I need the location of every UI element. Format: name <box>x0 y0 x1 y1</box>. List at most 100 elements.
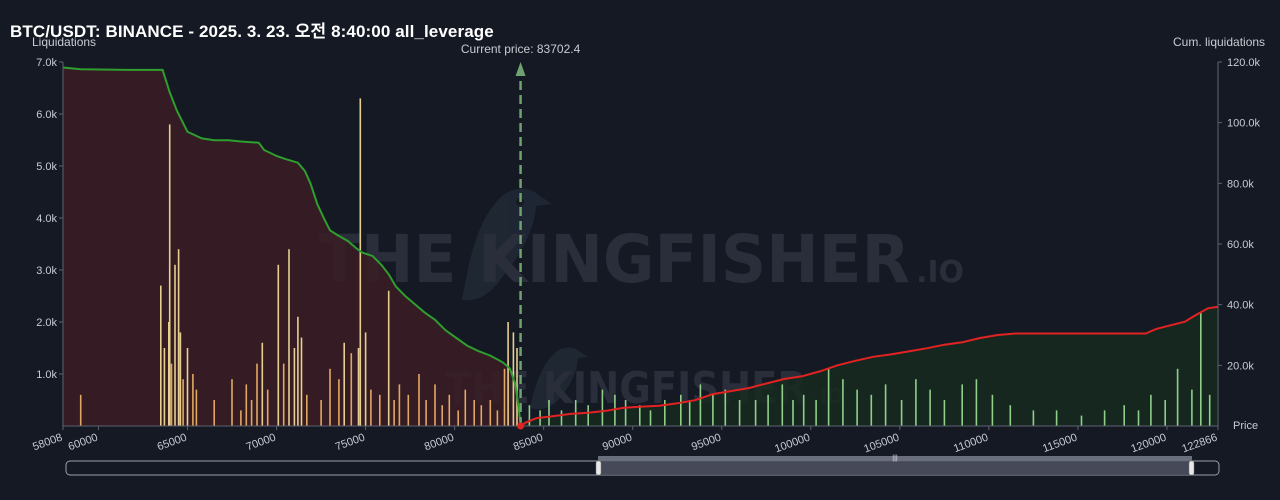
long-liquidation-bar <box>379 394 381 426</box>
long-cum-area <box>63 67 521 426</box>
short-liquidation-bar <box>699 384 702 426</box>
short-liquidation-bar <box>929 389 931 426</box>
short-liquidation-bar <box>1080 415 1083 426</box>
short-liquidation-bar <box>639 405 641 426</box>
short-liquidation-bar <box>915 379 917 426</box>
long-liquidation-bar <box>277 264 280 426</box>
x-tick-label: 65000 <box>156 432 189 454</box>
long-liquidation-bar <box>357 348 360 426</box>
short-liquidation-bar <box>724 389 727 426</box>
left-tick-label: 2.0k <box>36 317 57 329</box>
long-liquidation-bar <box>192 374 194 426</box>
short-liquidation-bar <box>1009 405 1012 426</box>
short-liquidation-bar <box>1200 311 1202 426</box>
short-liquidation-bar <box>792 400 794 426</box>
long-liquidation-bar <box>168 322 170 426</box>
left-tick-label: 3.0k <box>36 265 57 277</box>
x-tick-label: 90000 <box>601 432 634 454</box>
chart-title: BTC/USDT: BINANCE - 2025. 3. 23. 오전 8:40… <box>10 22 494 41</box>
short-liquidation-bar <box>1208 394 1211 426</box>
right-tick-label: 20.0k <box>1227 360 1254 372</box>
long-liquidation-bar <box>359 98 362 427</box>
short-liquidation-bar <box>975 379 978 426</box>
short-cum-line <box>520 305 1219 427</box>
long-liquidation-bar <box>398 384 401 426</box>
scrollbar-handle-left[interactable] <box>595 460 602 476</box>
right-tick-label: 120.0k <box>1227 57 1261 69</box>
short-liquidation-bar <box>802 394 805 426</box>
long-liquidation-bar <box>195 389 198 426</box>
long-liquidation-bar <box>425 400 427 426</box>
x-axis-title: Price <box>1233 420 1258 432</box>
long-liquidation-bar <box>350 353 353 426</box>
watermark-brand-top: THE KINGFISHER <box>318 221 910 298</box>
short-liquidation-bar <box>601 389 604 426</box>
short-liquidation-bar <box>884 384 887 426</box>
scrollbar-selection-top <box>598 456 1192 461</box>
x-tick-label: 85000 <box>512 432 545 454</box>
long-liquidation-bar <box>170 363 173 426</box>
short-liquidation-bar <box>528 405 531 426</box>
short-liquidation-bar <box>664 400 666 426</box>
left-axis-title: Liquidations <box>32 35 97 49</box>
short-liquidation-bar <box>961 384 963 426</box>
x-tick-label: 95000 <box>690 432 723 454</box>
long-liquidation-bar <box>370 389 372 426</box>
short-liquidation-bar <box>754 400 757 426</box>
long-liquidation-bar <box>79 394 82 426</box>
long-liquidation-bar <box>393 400 395 426</box>
range-scrollbar[interactable]: ||| <box>65 455 1220 476</box>
x-tick-label: 105000 <box>862 432 901 456</box>
scrollbar-grip-icon[interactable]: ||| <box>892 455 898 462</box>
short-liquidation-bar <box>738 400 741 426</box>
long-liquidation-bar <box>186 348 189 426</box>
long-liquidation-bar <box>297 316 299 426</box>
long-liquidation-bar <box>182 379 184 426</box>
long-liquidation-bar <box>457 410 459 426</box>
short-liquidation-bar <box>688 400 691 426</box>
long-liquidation-bar <box>250 400 253 426</box>
short-liquidation-bar <box>548 400 550 426</box>
short-liquidation-bar <box>1191 389 1193 426</box>
left-tick-label: 5.0k <box>36 161 57 173</box>
right-tick-label: 40.0k <box>1227 300 1254 312</box>
long-liquidation-bar <box>448 394 451 426</box>
short-liquidation-bar <box>680 394 682 426</box>
x-tick-label: 115000 <box>1041 432 1079 456</box>
short-liquidation-bar <box>1176 368 1179 426</box>
long-liquidation-bar <box>261 342 264 426</box>
short-liquidation-bar <box>943 400 946 426</box>
long-liquidation-bar <box>507 322 509 426</box>
long-liquidation-bar <box>306 394 308 426</box>
left-tick-label: 7.0k <box>36 57 57 69</box>
short-liquidation-bar <box>1055 410 1058 426</box>
x-tick-label: 110000 <box>952 432 990 456</box>
short-liquidation-bar <box>767 394 769 426</box>
long-liquidation-bar <box>168 124 171 427</box>
long-liquidation-bar <box>434 384 436 426</box>
long-liquidation-bar <box>177 249 180 426</box>
x-tick-label: 60000 <box>67 432 100 454</box>
long-liquidation-bar <box>387 290 390 426</box>
short-liquidation-bar <box>1032 410 1035 426</box>
short-liquidation-bar <box>900 400 903 426</box>
current-price-label: Current price: 83702.4 <box>461 42 581 56</box>
long-liquidation-bar <box>496 410 499 426</box>
short-liquidation-bar <box>587 405 589 426</box>
x-tick-label: 70000 <box>245 432 278 454</box>
short-liquidation-bar <box>1137 410 1140 426</box>
scrollbar-handle-right[interactable] <box>1188 460 1195 476</box>
long-liquidation-bar <box>293 348 296 426</box>
right-tick-label: 60.0k <box>1227 239 1254 251</box>
long-liquidation-bar <box>338 379 340 426</box>
long-liquidation-bar <box>256 363 258 426</box>
short-liquidation-bar <box>856 389 858 426</box>
long-liquidation-bar <box>282 363 285 426</box>
x-tick-label: 120000 <box>1129 432 1168 456</box>
left-tick-label: 4.0k <box>36 213 57 225</box>
short-liquidation-bar <box>624 400 627 426</box>
short-liquidation-bar <box>1150 394 1152 426</box>
short-liquidation-bar <box>870 394 873 426</box>
short-liquidation-bar <box>781 384 784 426</box>
